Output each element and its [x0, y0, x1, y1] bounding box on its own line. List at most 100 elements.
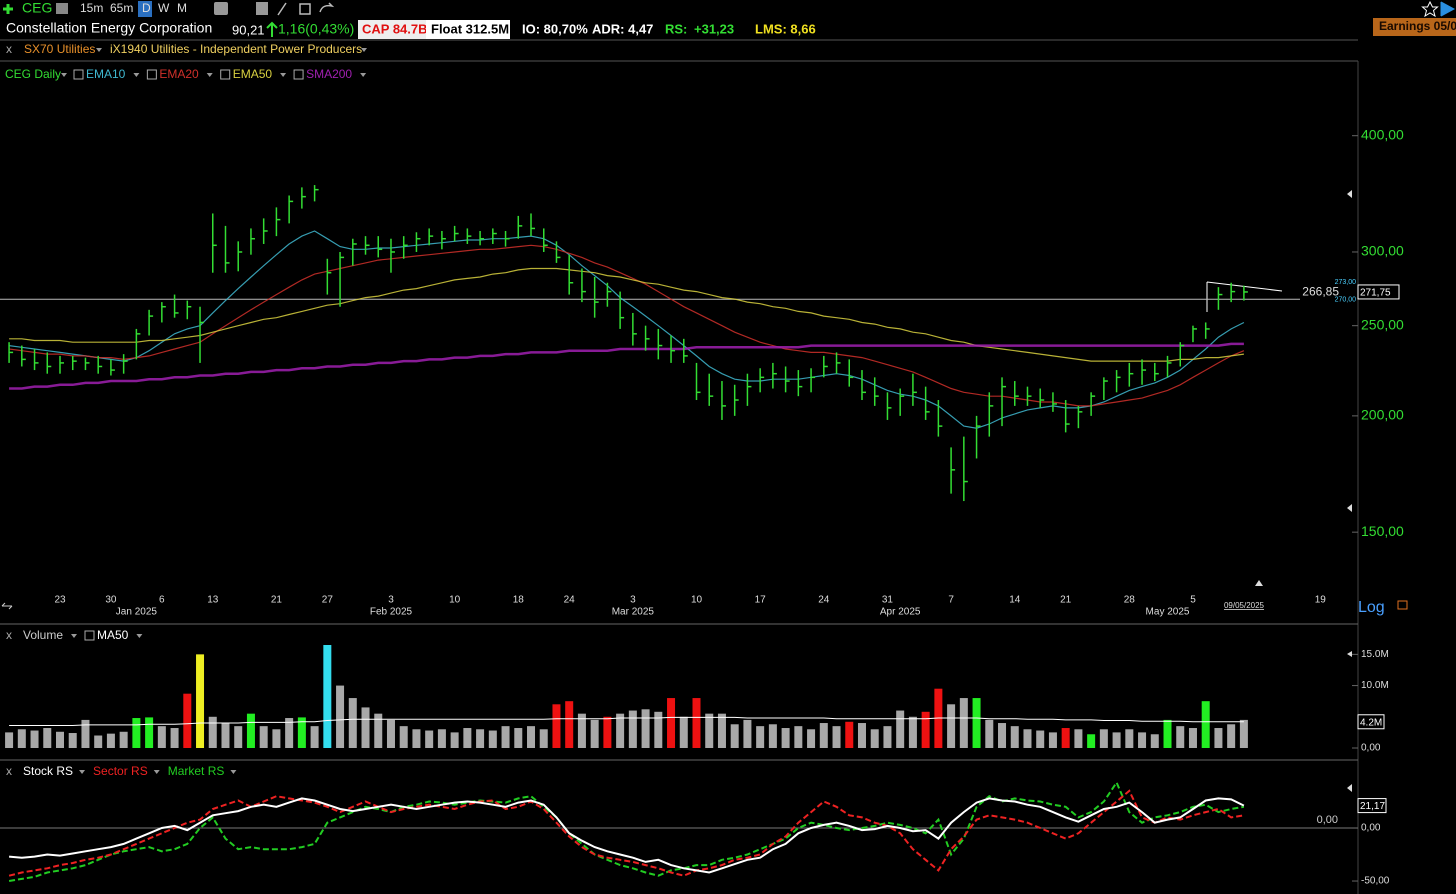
volume-bar	[921, 711, 930, 748]
volume-bar	[310, 726, 319, 748]
speaker-icon[interactable]	[56, 3, 68, 14]
volume-bar	[1048, 732, 1057, 748]
chart-title[interactable]: CEG Daily	[5, 67, 61, 81]
dropdown	[206, 73, 213, 77]
legend-icon	[146, 69, 157, 80]
y-tick-label: 0,00	[1361, 743, 1381, 754]
tv-icon[interactable]	[214, 2, 228, 15]
rs-value: +31,23	[694, 21, 734, 36]
legend-entry[interactable]: Stock RS	[23, 764, 73, 778]
volume-bar	[1074, 729, 1083, 748]
dropdown	[153, 770, 160, 774]
close-button[interactable]: x	[6, 42, 12, 56]
legend-entry[interactable]: MA50	[97, 628, 129, 642]
active-interval	[138, 1, 152, 17]
scroll-icon[interactable]	[1, 602, 13, 610]
x-tick-label: 10	[449, 595, 461, 606]
y-tick-label: 400,00	[1361, 126, 1404, 142]
earnings-badge[interactable]	[1373, 18, 1456, 36]
moving-average	[9, 244, 1245, 407]
volume-bar	[437, 729, 446, 748]
volume-bar	[896, 710, 905, 748]
close-button: x	[6, 764, 12, 778]
legend-entry[interactable]: EMA50	[233, 67, 273, 81]
month-label: May 2025	[1146, 607, 1190, 618]
volume-bar	[1023, 729, 1032, 748]
moving-average	[9, 342, 1244, 390]
volume-bar	[119, 731, 128, 748]
volume-bar	[654, 711, 663, 748]
volume-bar	[908, 716, 917, 748]
volume-bar	[399, 726, 408, 748]
tool-icons[interactable]	[277, 2, 335, 16]
dropdown	[136, 634, 143, 638]
legend-entry[interactable]: Sector RS	[93, 764, 148, 778]
add-icon[interactable]	[3, 4, 13, 14]
volume-bar	[972, 698, 981, 748]
volume-bar	[832, 726, 841, 748]
rs-line	[8, 780, 1245, 882]
symbol[interactable]: CEG	[22, 0, 52, 16]
volume-bar	[717, 713, 726, 748]
dropdown[interactable]	[61, 73, 67, 77]
interval[interactable]: M	[177, 1, 187, 15]
dropdown[interactable]	[96, 48, 102, 52]
legend-entry[interactable]: EMA10	[86, 67, 126, 81]
scale-toggle[interactable]: Log	[1358, 599, 1385, 616]
dropdown	[230, 770, 237, 774]
company-name: Constellation Energy Corporation	[6, 20, 212, 36]
volume-bar	[743, 719, 752, 748]
interval[interactable]: W	[158, 1, 170, 15]
star-icon[interactable]	[1421, 0, 1439, 18]
sector[interactable]: SX70 Utilities	[24, 42, 95, 56]
volume-bar	[157, 726, 166, 748]
volume-bar	[794, 726, 803, 748]
lock-icon[interactable]	[1397, 600, 1408, 610]
interval[interactable]: D	[142, 1, 151, 15]
volume-bar	[527, 726, 536, 748]
volume-bar	[1125, 729, 1134, 748]
dropdown[interactable]	[361, 48, 367, 52]
volume-bar	[679, 716, 688, 748]
industry[interactable]: iX1940 Utilities - Independent Power Pro…	[110, 42, 362, 56]
dropdown	[280, 73, 287, 77]
x-tick-label: 13	[207, 595, 219, 606]
volume-bar	[883, 726, 892, 748]
y-tick-label: 250,00	[1361, 316, 1404, 332]
volume-bar	[323, 645, 332, 748]
volume-bar	[985, 719, 994, 748]
volume-bar	[1138, 732, 1147, 748]
legend-entry[interactable]: EMA20	[159, 67, 199, 81]
calc-icon[interactable]	[256, 2, 268, 15]
x-tick-label: 17	[755, 595, 767, 606]
x-tick-label: 30	[105, 595, 117, 606]
volume-bar	[1188, 728, 1197, 748]
legend-entry[interactable]: Market RS	[168, 764, 225, 778]
price-line-label: 266,85	[1302, 284, 1339, 298]
volume-bar	[998, 723, 1007, 748]
cap-box	[358, 20, 426, 39]
volume-bar	[857, 723, 866, 748]
volume-bar	[183, 693, 192, 748]
x-tick-label: 3	[630, 595, 636, 606]
volume-bar	[348, 698, 357, 748]
volume-bar	[170, 728, 179, 748]
flag-icon[interactable]	[1440, 1, 1456, 17]
volume-bar	[56, 731, 64, 748]
interval[interactable]: 15m	[80, 1, 103, 15]
interval[interactable]: 65m	[110, 1, 133, 15]
y-tick-label: 300,00	[1361, 243, 1404, 259]
legend-icon	[220, 69, 231, 80]
dropdown	[360, 73, 367, 77]
volume-bar	[1036, 730, 1045, 748]
volume-bar	[845, 721, 854, 748]
volume-bar	[463, 728, 472, 748]
volume-bar	[196, 654, 205, 748]
x-tick-label: 3	[388, 595, 394, 606]
earnings-text: Earnings 05/0	[1379, 19, 1456, 33]
legend-entry[interactable]: SMA200	[306, 67, 352, 81]
x-tick-label: 27	[322, 595, 334, 606]
